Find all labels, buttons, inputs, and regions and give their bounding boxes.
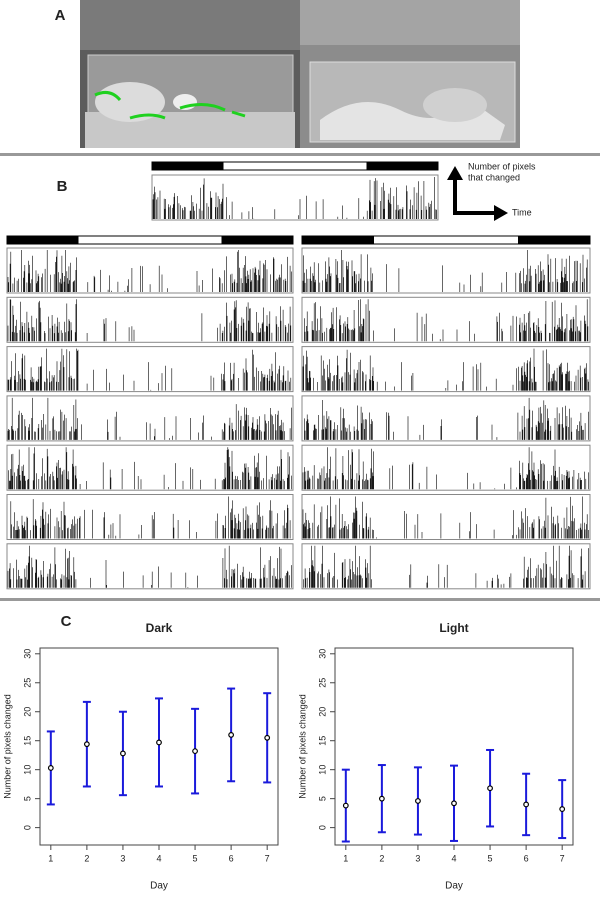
photo-right xyxy=(300,0,520,148)
key-label: Number of pixels xyxy=(468,161,536,171)
x-tick-label: 1 xyxy=(343,853,348,863)
x-tick-label: 7 xyxy=(560,853,565,863)
trace xyxy=(302,250,588,292)
x-tick-label: 3 xyxy=(120,853,125,863)
mean-point xyxy=(192,748,198,755)
dark-period xyxy=(221,236,293,244)
trace xyxy=(304,397,589,440)
mean-point xyxy=(47,765,54,771)
y-tick-label: 15 xyxy=(317,736,327,746)
x-tick-label: 1 xyxy=(48,853,53,863)
trace-box xyxy=(301,395,591,442)
panel-label: A xyxy=(55,7,66,24)
mean-point xyxy=(487,785,493,792)
trace-box xyxy=(6,444,294,491)
mean-point xyxy=(264,734,271,741)
y-tick-label: 10 xyxy=(22,765,32,775)
x-axis-label: Day xyxy=(150,881,168,892)
mean-point xyxy=(156,739,162,746)
dark-period xyxy=(152,162,224,170)
trace xyxy=(7,299,292,342)
trace-box xyxy=(151,174,439,221)
y-tick-label: 25 xyxy=(317,678,327,688)
trace xyxy=(7,250,292,292)
x-tick-label: 4 xyxy=(156,853,161,863)
chart-title: Dark xyxy=(146,621,173,635)
trace xyxy=(302,496,589,539)
y-tick-label: 10 xyxy=(317,765,327,775)
y-tick-label: 30 xyxy=(22,649,32,659)
mean-point xyxy=(120,750,126,757)
trace-box xyxy=(301,444,591,491)
photo-left xyxy=(80,0,300,148)
y-tick-label: 20 xyxy=(22,707,32,717)
y-tick-label: 5 xyxy=(22,796,32,801)
mean-point xyxy=(451,800,457,807)
x-tick-label: 5 xyxy=(193,853,198,863)
trace xyxy=(7,397,292,440)
separator xyxy=(0,598,600,601)
panel-label: C xyxy=(61,613,72,630)
trace xyxy=(303,545,589,588)
trace xyxy=(304,299,589,342)
x-tick-label: 3 xyxy=(415,853,420,863)
mean-point xyxy=(415,798,421,804)
mean-point xyxy=(523,801,530,808)
key-label: Time xyxy=(512,207,532,217)
x-tick-label: 2 xyxy=(84,853,89,863)
dark-period xyxy=(7,236,79,244)
mean-point xyxy=(559,806,566,812)
x-tick-label: 7 xyxy=(265,853,270,863)
dark-period xyxy=(366,162,438,170)
y-tick-label: 25 xyxy=(22,678,32,688)
trace-box xyxy=(6,346,294,393)
x-tick-label: 6 xyxy=(229,853,234,863)
dark-period xyxy=(518,236,590,244)
y-tick-label: 20 xyxy=(317,707,327,717)
y-tick-label: 0 xyxy=(317,825,327,830)
trace xyxy=(7,348,292,391)
mean-point xyxy=(378,795,385,802)
mean-point xyxy=(342,802,349,809)
mean-point xyxy=(228,732,235,738)
x-tick-label: 4 xyxy=(451,853,456,863)
y-axis-label: Number of pixels changed xyxy=(297,694,307,799)
y-tick-label: 30 xyxy=(317,649,327,659)
trace xyxy=(8,447,292,490)
separator xyxy=(0,153,600,156)
x-tick-label: 2 xyxy=(379,853,384,863)
y-tick-label: 0 xyxy=(22,825,32,830)
dark-period xyxy=(302,236,374,244)
panel-label: B xyxy=(57,178,68,195)
y-tick-label: 15 xyxy=(22,736,32,746)
x-tick-label: 5 xyxy=(488,853,493,863)
trace xyxy=(302,447,589,490)
x-axis-label: Day xyxy=(445,881,463,892)
trace-box xyxy=(301,247,591,294)
activity-traces xyxy=(6,161,591,590)
chart-title: Light xyxy=(439,621,468,635)
mean-point xyxy=(83,741,90,748)
x-tick-label: 6 xyxy=(524,853,529,863)
trace xyxy=(152,177,437,219)
y-axis-label: Number of pixels changed xyxy=(2,694,12,799)
trace xyxy=(302,348,589,391)
trace xyxy=(7,545,292,588)
trace xyxy=(10,496,291,539)
y-tick-label: 5 xyxy=(317,796,327,801)
key-label: that changed xyxy=(468,172,520,182)
axis-key xyxy=(447,166,508,221)
